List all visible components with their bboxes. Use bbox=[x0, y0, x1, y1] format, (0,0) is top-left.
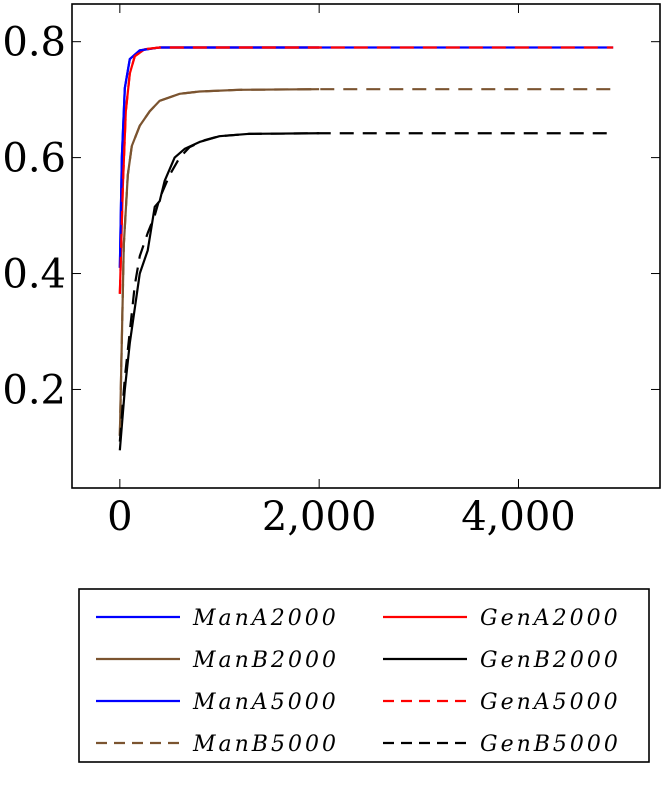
x-tick-label: 0 bbox=[107, 494, 132, 540]
series-line-ManB2000 bbox=[118, 88, 320, 436]
legend: ManA2000 GenA2000 ManB2000 GenB2000 ManA5000… bbox=[78, 588, 650, 763]
legend-item-ManB5000: ManB5000 bbox=[96, 732, 339, 757]
legend-item-GenA2000: GenA2000 bbox=[383, 606, 621, 631]
plot-frame bbox=[71, 3, 661, 489]
legend-item-GenB2000: GenB2000 bbox=[383, 648, 621, 673]
y-tick-label: 0.8 bbox=[2, 20, 66, 66]
legend-item-ManA2000: ManA2000 bbox=[96, 606, 339, 631]
series-line-GenA2000 bbox=[118, 46, 320, 294]
y-tick-label: 0.4 bbox=[2, 252, 66, 298]
legend-label: GenA5000 bbox=[480, 690, 621, 715]
series-line-GenA5000 bbox=[118, 46, 614, 294]
legend-item-GenB5000: GenB5000 bbox=[383, 732, 621, 757]
legend-label: ManA5000 bbox=[192, 690, 339, 715]
legend-entries: ManA2000 GenA2000 ManB2000 GenB2000 ManA5000… bbox=[96, 606, 621, 757]
y-tick-label: 0.2 bbox=[2, 367, 66, 413]
x-tick-label: 2,000 bbox=[262, 494, 377, 540]
series-layer bbox=[118, 46, 614, 451]
legend-label: GenB5000 bbox=[480, 732, 621, 757]
series-line-GenB2000 bbox=[118, 132, 320, 451]
series-line-ManA5000 bbox=[118, 46, 614, 268]
legend-label: ManB5000 bbox=[192, 732, 339, 757]
legend-label: GenB2000 bbox=[480, 648, 621, 673]
legend-label: ManB2000 bbox=[192, 648, 339, 673]
y-tick-labels: 0.2 0.4 0.6 0.8 bbox=[2, 20, 66, 414]
series-line-GenB5000 bbox=[118, 132, 614, 442]
legend-label: GenA2000 bbox=[480, 606, 621, 631]
x-tick-label: 4,000 bbox=[461, 494, 576, 540]
legend-item-ManA5000: ManA5000 bbox=[96, 690, 339, 715]
tick-marks bbox=[72, 4, 660, 488]
legend-label: ManA2000 bbox=[192, 606, 339, 631]
legend-item-GenA5000: GenA5000 bbox=[383, 690, 621, 715]
x-tick-labels: 0 2,000 4,000 bbox=[107, 494, 576, 540]
y-tick-label: 0.6 bbox=[2, 136, 66, 182]
series-line-ManB5000 bbox=[118, 88, 614, 436]
legend-item-ManB2000: ManB2000 bbox=[96, 648, 339, 673]
